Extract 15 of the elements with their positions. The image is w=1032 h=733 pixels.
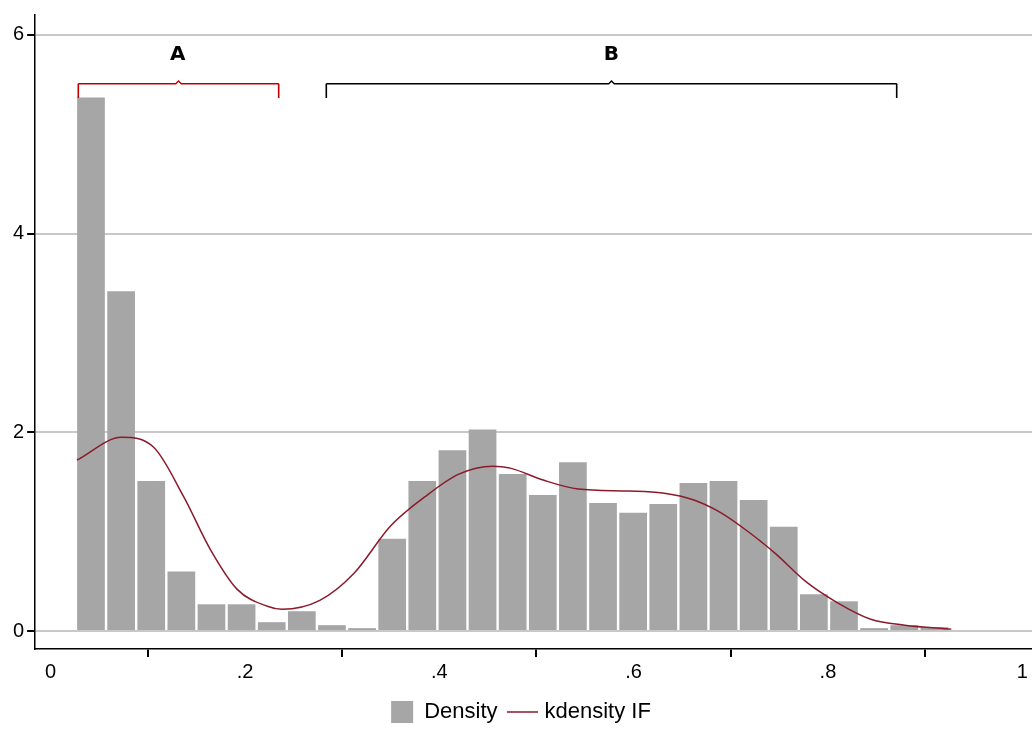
- y-tick-label: 2: [13, 419, 25, 442]
- x-tick-label: .6: [625, 659, 642, 682]
- annotation: B: [603, 40, 619, 65]
- x-tick-label: .4: [430, 659, 448, 682]
- y-tick-label: 4: [13, 221, 25, 244]
- y-tick-label: 6: [13, 22, 25, 45]
- x-tick-label: .8: [819, 659, 837, 682]
- x-tick-label: .2: [236, 659, 254, 682]
- annotation: A: [169, 40, 186, 65]
- line-series: [76, 436, 953, 630]
- legend-label: Density: [424, 698, 498, 724]
- x-tick-label: 0: [45, 659, 57, 682]
- y-tick-label: 0: [13, 618, 25, 641]
- x-tick-label: 1: [1016, 659, 1028, 682]
- legend-label: kdensity IF: [544, 698, 651, 724]
